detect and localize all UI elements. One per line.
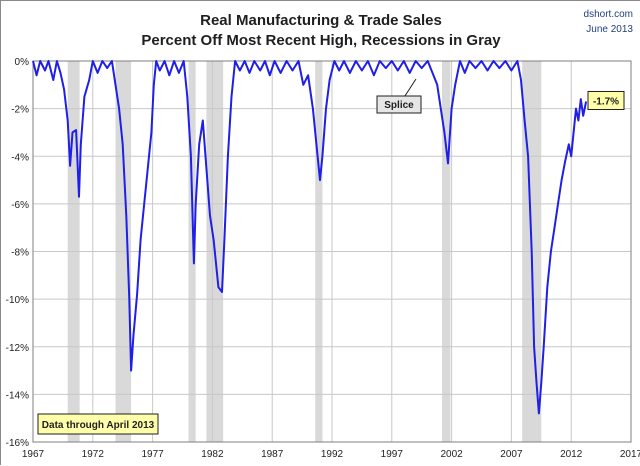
x-tick-label: 2012 [560, 449, 583, 460]
x-tick-label: 2017 [620, 449, 640, 460]
y-tick-label: -14% [6, 390, 29, 401]
y-tick-label: -16% [6, 438, 29, 449]
x-tick-label: 2002 [440, 449, 463, 460]
y-tick-label: -10% [6, 295, 29, 306]
y-tick-label: -8% [11, 248, 29, 259]
y-tick-label: -4% [11, 152, 29, 163]
x-tick-label: 1967 [22, 449, 45, 460]
y-tick-label: 0% [15, 57, 30, 68]
y-tick-label: -2% [11, 105, 29, 116]
x-tick-label: 1972 [82, 449, 105, 460]
data-note-label: Data through April 2013 [42, 420, 155, 431]
x-tick-label: 2007 [500, 449, 523, 460]
chart-subtitle: Percent Off Most Recent High, Recessions… [141, 32, 501, 49]
y-tick-label: -6% [11, 200, 29, 211]
x-tick-label: 1992 [321, 449, 344, 460]
y-tick-label: -12% [6, 343, 29, 354]
last-value-label: -1.7% [593, 96, 619, 107]
x-tick-label: 1997 [381, 449, 404, 460]
chart-title: Real Manufacturing & Trade Sales [200, 12, 442, 29]
date-label: June 2013 [586, 24, 633, 35]
splice-label: Splice [384, 100, 414, 111]
x-tick-label: 1977 [141, 449, 164, 460]
x-tick-label: 1987 [261, 449, 284, 460]
source-label: dshort.com [584, 9, 633, 20]
x-tick-label: 1982 [201, 449, 224, 460]
